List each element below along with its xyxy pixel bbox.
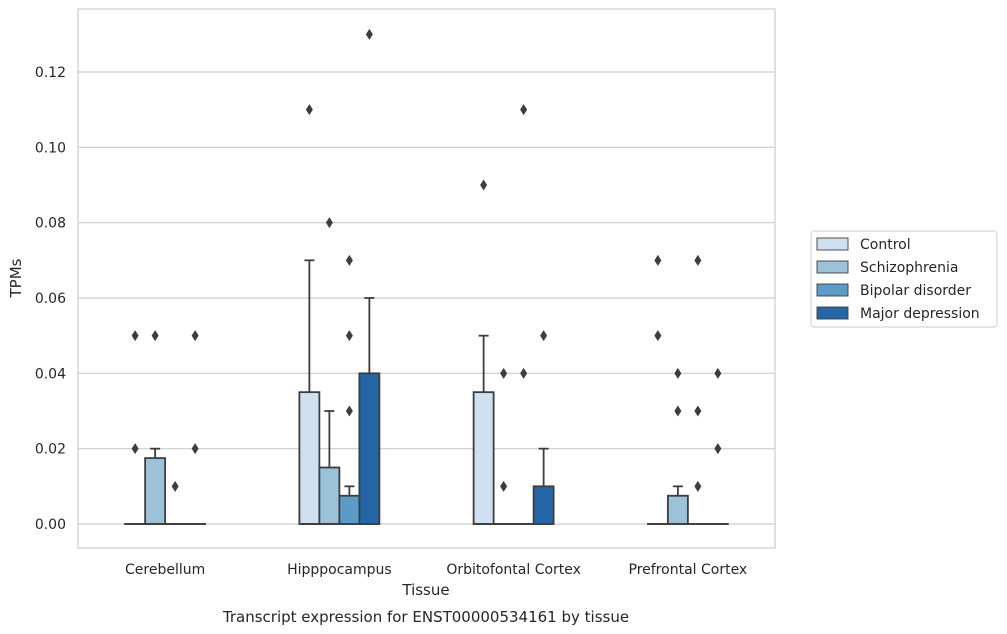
outlier-point <box>131 443 139 455</box>
y-tick-label: 0.00 <box>35 517 66 533</box>
outlier-point <box>654 254 662 266</box>
legend-swatch <box>816 283 849 297</box>
box-1-3 <box>358 297 381 525</box>
x-tick-label: Orbitofontal Cortex <box>446 562 581 578</box>
box-body <box>358 372 381 525</box>
outlier-point <box>674 367 682 379</box>
box-2-3 <box>532 447 555 525</box>
outlier-point <box>191 330 199 342</box>
legend-label: Major depression <box>860 306 980 322</box>
outlier-point <box>345 405 353 417</box>
x-tick-label: Prefrontal Cortex <box>629 562 748 578</box>
outlier-point <box>714 443 722 455</box>
outlier-point <box>520 367 528 379</box>
y-tick-label: 0.08 <box>35 216 66 232</box>
y-tick-label: 0.06 <box>35 291 66 307</box>
outlier-point <box>345 330 353 342</box>
outlier-point <box>131 330 139 342</box>
y-tick-label: 0.10 <box>35 140 66 156</box>
box-body <box>472 391 495 525</box>
boxes <box>124 259 729 525</box>
y-axis-label: TPMs <box>7 258 25 298</box>
box-1-0 <box>298 259 321 525</box>
box-body <box>532 485 555 525</box>
plot-area-frame <box>77 8 776 549</box>
box-1-2 <box>338 485 361 525</box>
outlier-point <box>694 254 702 266</box>
y-tick-label: 0.12 <box>35 65 66 81</box>
outlier-point <box>365 28 373 40</box>
outlier-point <box>520 104 528 116</box>
y-tick-label: 0.02 <box>35 442 66 458</box>
legend: Control Schizophrenia Bipolar disorder Majo… <box>810 230 998 328</box>
outlier-point <box>694 405 702 417</box>
outlier-point <box>191 443 199 455</box>
box-3-1 <box>666 485 689 525</box>
x-axis-label: Tissue <box>401 581 449 599</box>
legend-label: Schizophrenia <box>860 260 958 276</box>
outlier-point <box>654 330 662 342</box>
legend-label: Bipolar disorder <box>860 283 971 299</box>
outlier-point <box>171 480 179 492</box>
legend-swatch <box>816 306 849 320</box>
outlier-point <box>694 480 702 492</box>
box-2-0 <box>472 334 495 525</box>
outlier-point <box>674 405 682 417</box>
y-tick-label: 0.04 <box>35 366 66 382</box>
x-tick-label: Cerebellum <box>125 562 205 578</box>
outlier-point <box>305 104 313 116</box>
outlier-point <box>345 254 353 266</box>
box-body <box>298 391 321 525</box>
box-body <box>666 494 689 525</box>
y-tick-labels: 0.00 0.02 0.04 0.06 0.08 0.10 0.12 <box>35 65 66 533</box>
outliers <box>131 28 722 492</box>
outlier-point <box>325 217 333 229</box>
legend-frame <box>810 230 998 328</box>
box-1-1 <box>318 410 341 525</box>
box-body <box>318 466 341 525</box>
chart-caption: Transcript expression for ENST0000053416… <box>222 608 629 626</box>
outlier-point <box>480 179 488 191</box>
box-body <box>144 457 167 525</box>
outlier-point <box>500 480 508 492</box>
x-tick-label: Hipppocampus <box>287 562 392 578</box>
outlier-point <box>540 330 548 342</box>
box-body <box>338 494 361 525</box>
outlier-point <box>714 367 722 379</box>
grid-lines <box>78 71 775 525</box>
box-0-1 <box>144 447 167 525</box>
legend-label: Control <box>860 237 911 253</box>
legend-swatch <box>816 237 849 251</box>
x-tick-labels: Cerebellum Hipppocampus Orbitofontal Corte… <box>125 562 747 578</box>
outlier-point <box>500 367 508 379</box>
outlier-point <box>151 330 159 342</box>
legend-swatch <box>816 260 849 274</box>
